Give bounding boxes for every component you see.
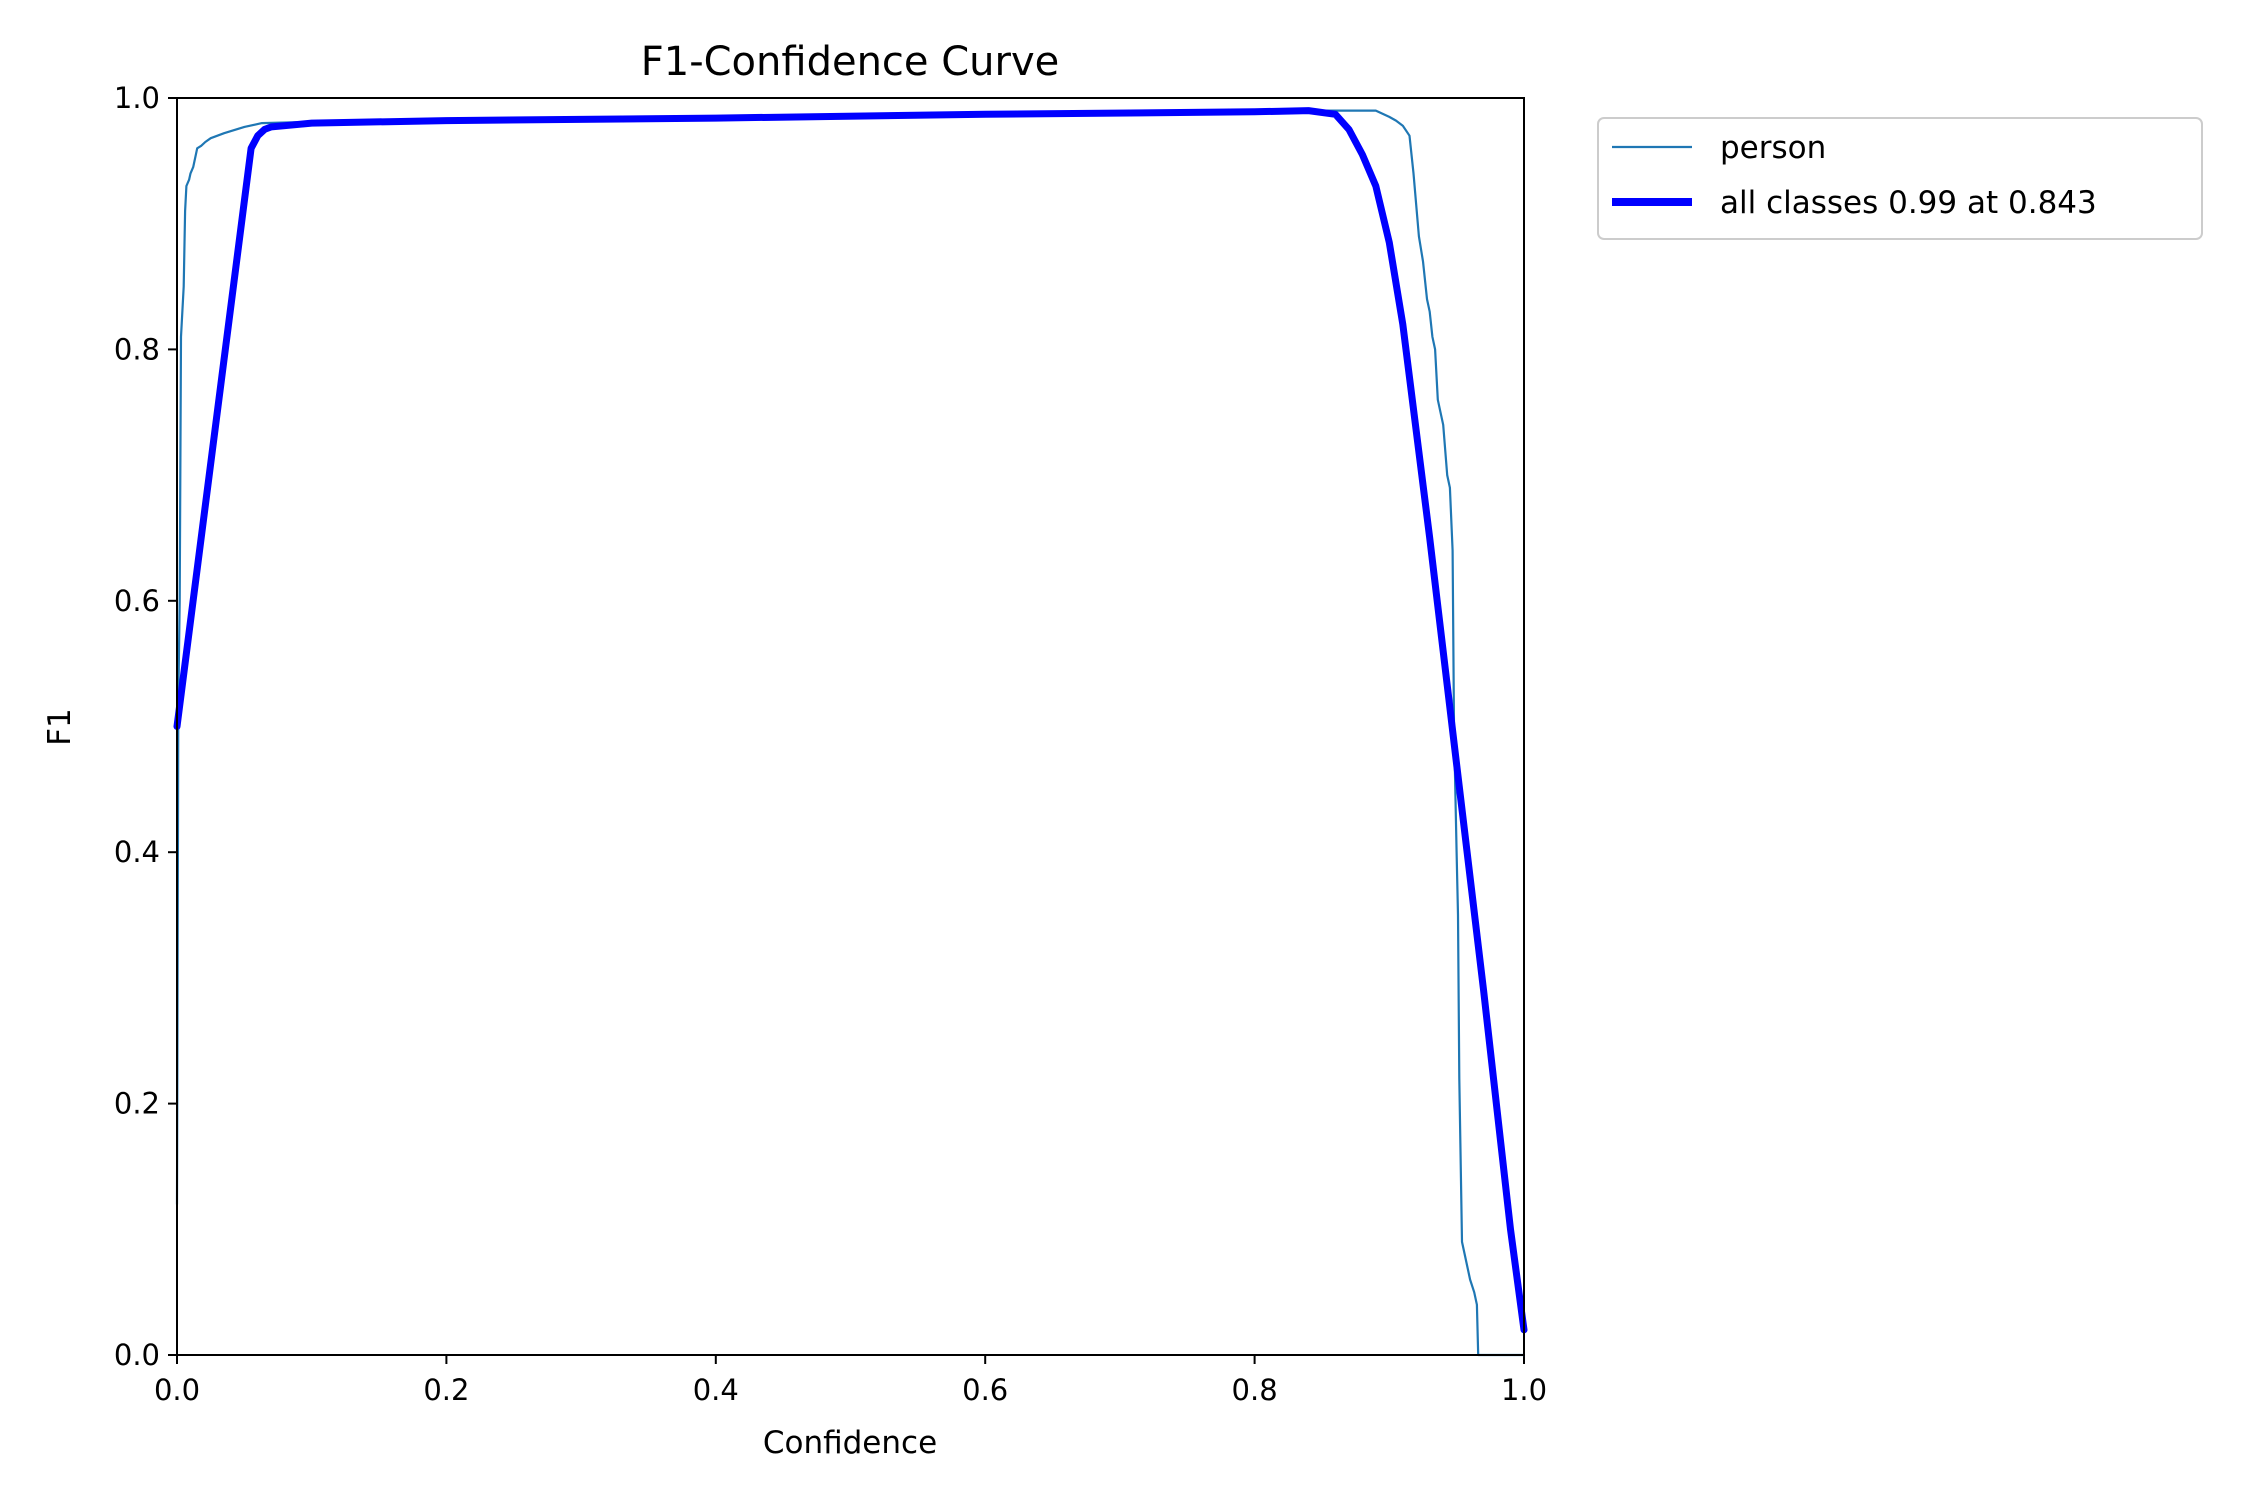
chart-title: F1-Confidence Curve xyxy=(641,39,1060,85)
series-line-all-classes xyxy=(173,107,1528,1334)
y-tick-label: 0.4 xyxy=(114,835,160,869)
y-tick-label: 0.8 xyxy=(114,332,160,366)
y-tick-label: 0.2 xyxy=(114,1087,160,1121)
axis-ticks: 0.0 0.2 0.4 0.6 0.8 1.0 0.0 0.2 0.4 0.6 0.8 1.0 xyxy=(114,81,1547,1407)
y-axis-label: F1 xyxy=(42,708,78,746)
legend: person all classes 0.99 at 0.843 xyxy=(1597,117,2203,240)
x-tick-label: 0.2 xyxy=(423,1373,469,1407)
x-tick-label: 0.0 xyxy=(154,1373,200,1407)
series-layer xyxy=(173,107,1528,1357)
x-tick-label: 0.4 xyxy=(693,1373,739,1407)
x-tick-label: 0.8 xyxy=(1232,1373,1278,1407)
x-tick-label: 1.0 xyxy=(1501,1373,1547,1407)
y-tick-label: 0.0 xyxy=(114,1338,160,1372)
legend-label-all-classes: all classes 0.99 at 0.843 xyxy=(1720,185,2097,221)
plot-frame xyxy=(176,97,1525,1356)
y-tick-label: 0.6 xyxy=(114,584,160,618)
legend-label-person: person xyxy=(1720,130,1826,166)
series-line-person xyxy=(175,109,1526,1357)
x-tick-label: 0.6 xyxy=(962,1373,1008,1407)
x-axis-label: Confidence xyxy=(763,1425,937,1461)
y-tick-label: 1.0 xyxy=(114,81,160,115)
legend-box xyxy=(1597,117,2203,240)
